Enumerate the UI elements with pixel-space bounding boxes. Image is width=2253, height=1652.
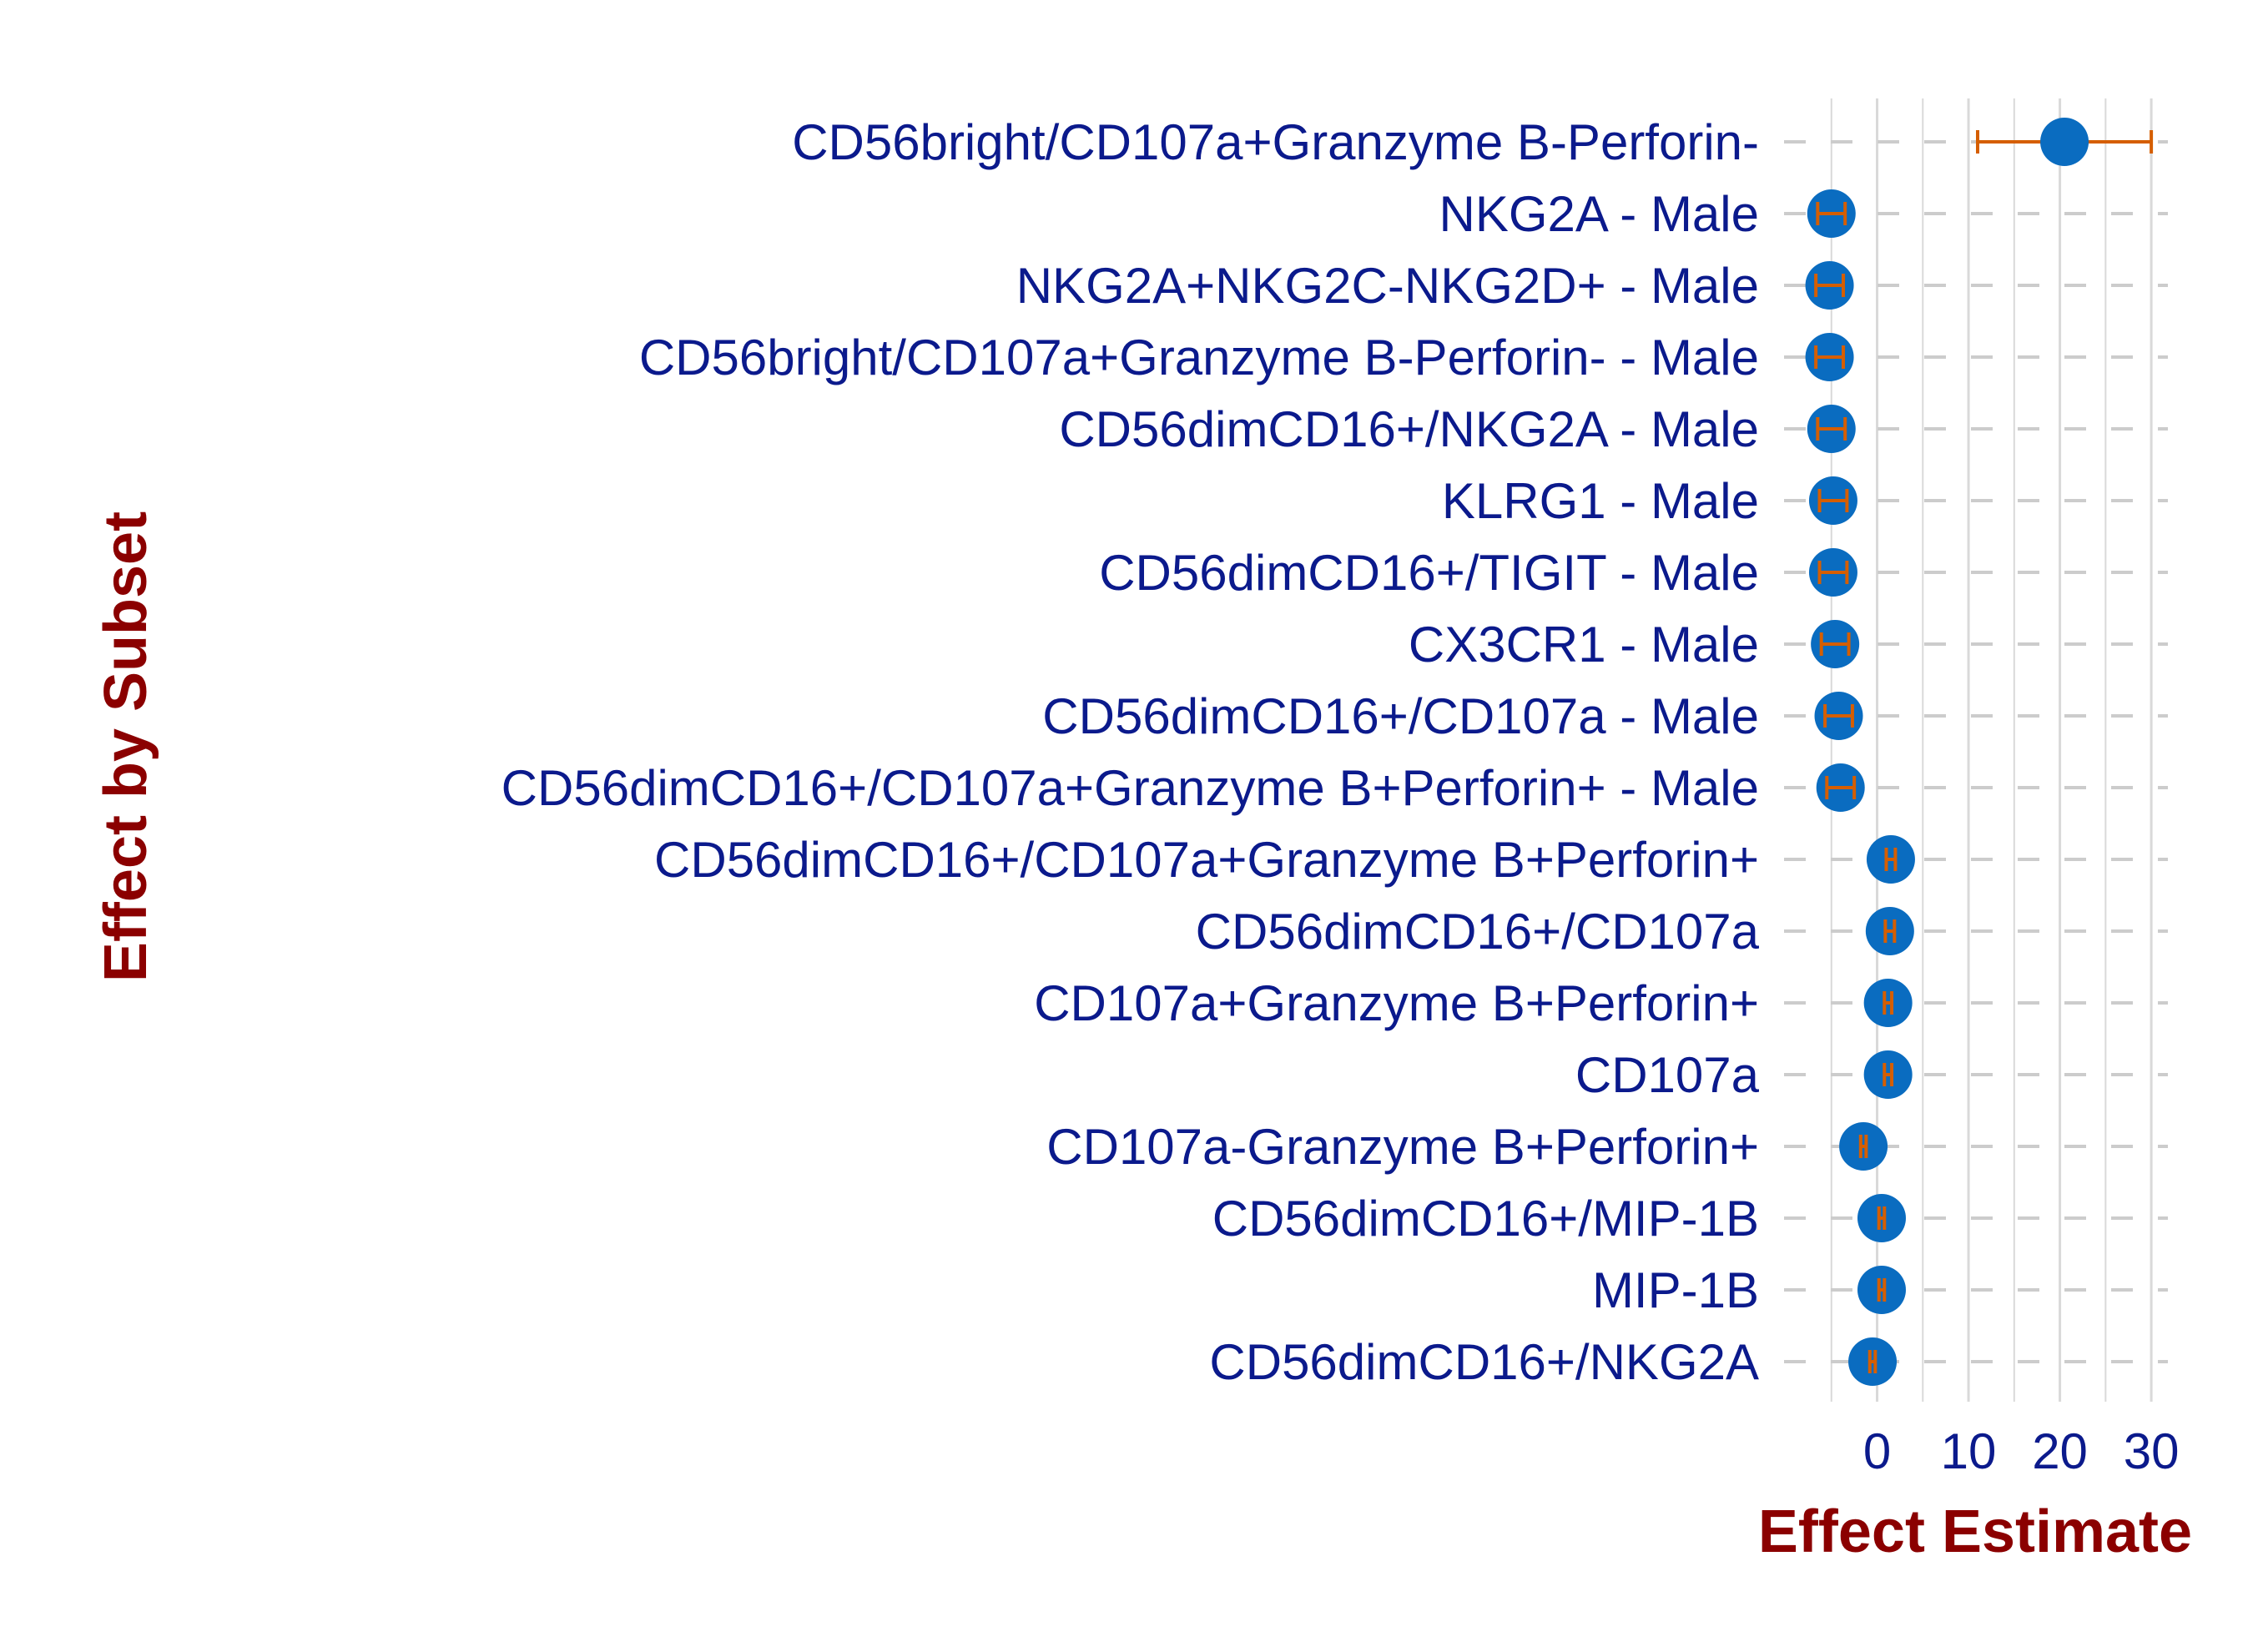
x-tick-label: 30 [2124, 1423, 2180, 1479]
data-point [2040, 118, 2089, 166]
category-label: CD56bright/CD107a+Granzyme B-Perforin- -… [639, 330, 1759, 385]
grid-layer [1830, 98, 2153, 1402]
category-label: CD56dimCD16+/NKG2A [1209, 1334, 1759, 1390]
category-label: CD56dimCD16+/CD107a+Granzyme B+Perforin+ [654, 832, 1759, 888]
category-label: CD107a+Granzyme B+Perforin+ [1034, 975, 1759, 1031]
category-label: CD56dimCD16+/CD107a [1196, 904, 1760, 959]
category-label: CX3CR1 - Male [1409, 617, 1759, 672]
x-axis-title: Effect Estimate [1758, 1498, 2192, 1565]
category-label: NKG2A - Male [1439, 186, 1759, 242]
y-axis-title: Effect by Subset [93, 511, 159, 982]
x-tick-layer: 0 10 20 30 [1863, 1423, 2180, 1479]
row-guide-layer [1784, 140, 2168, 1363]
errorbar-layer [1816, 140, 2152, 1363]
category-label: NKG2A+NKG2C-NKG2D+ - Male [1016, 258, 1759, 314]
category-label: CD56dimCD16+/MIP-1B [1212, 1191, 1759, 1247]
x-tick-label: 10 [1941, 1423, 1997, 1479]
x-tick-label: 0 [1863, 1423, 1891, 1479]
category-label: CD56dimCD16+/CD107a+Granzyme B+Perforin+… [502, 760, 1759, 816]
category-label: CD56bright/CD107a+Granzyme B-Perforin- [792, 114, 1759, 170]
category-label: CD107a-Granzyme B+Perforin+ [1046, 1119, 1759, 1175]
category-label: CD56dimCD16+/NKG2A - Male [1059, 401, 1759, 457]
category-label: CD56dimCD16+/CD107a - Male [1042, 688, 1759, 744]
point-layer [1805, 118, 2154, 1386]
category-label: KLRG1 - Male [1442, 473, 1759, 529]
x-tick-label: 20 [2032, 1423, 2088, 1479]
category-label: MIP-1B [1592, 1262, 1759, 1318]
category-label-layer: CD56bright/CD107a+Granzyme B-Perforin- NK… [502, 114, 1760, 1390]
category-label: CD56dimCD16+/TIGIT - Male [1099, 545, 1759, 601]
category-label: CD107a [1575, 1047, 1760, 1103]
